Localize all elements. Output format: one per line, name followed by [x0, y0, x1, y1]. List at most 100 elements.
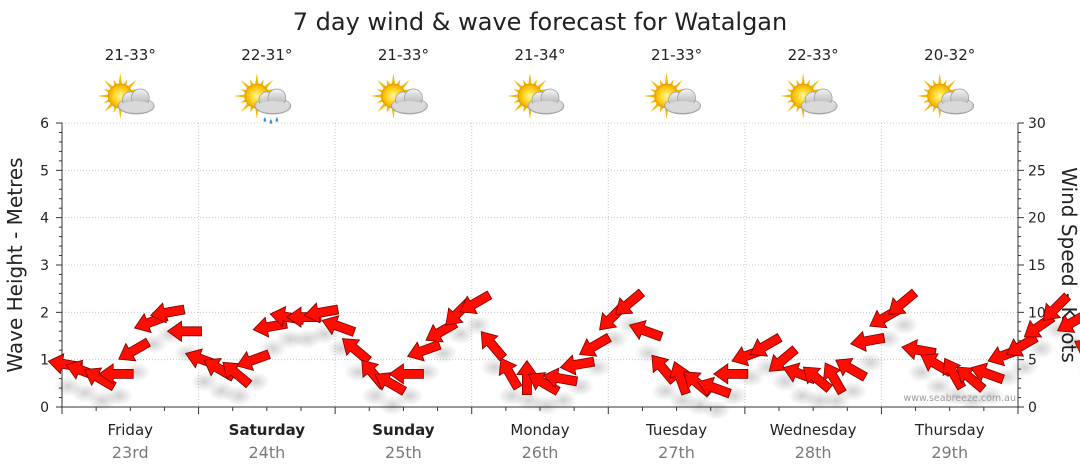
y-left-tick-label: 1 [40, 353, 49, 369]
day-date-label: 27th [658, 443, 695, 462]
day-name-label: Saturday [229, 421, 306, 439]
y-right-tick-label: 10 [1028, 305, 1046, 321]
sun-ray [650, 79, 661, 90]
y-right-tick-label: 0 [1028, 400, 1037, 416]
cloud-fill [256, 101, 289, 113]
day-name-label: Tuesday [645, 421, 707, 439]
day-temperature: 21-33° [651, 46, 702, 64]
day-date-label: 28th [795, 443, 832, 462]
wind-arrow-shadow [702, 400, 731, 421]
wind-arrow [628, 319, 664, 342]
wind-arrow [459, 290, 493, 315]
sun-ray [801, 73, 805, 86]
day-date-label: 26th [522, 443, 559, 462]
y-left-tick-label: 5 [40, 163, 49, 179]
day-name-label: Monday [510, 421, 569, 439]
sun-ray [97, 94, 110, 98]
cloud [664, 88, 701, 115]
wind-arrow [970, 362, 1005, 385]
cloud [117, 88, 155, 115]
sun-cloud-icon [97, 73, 155, 119]
y-left-axis-label: Wave Height - Metres [3, 157, 27, 372]
sun-ray [377, 102, 388, 113]
cloud [527, 88, 565, 115]
wind-arrow-shadow [549, 390, 578, 411]
sun-ray [370, 94, 383, 98]
day-name-label: Thursday [914, 421, 985, 439]
sun-ray [780, 94, 793, 98]
sun-ray [536, 79, 547, 90]
wind-arrow-shadow [224, 385, 253, 406]
wind-arrow-shadow [463, 314, 492, 335]
wind-arrow [236, 349, 271, 372]
wind-arrow [1042, 292, 1072, 321]
sun-ray [786, 102, 797, 113]
day-name-label: Sunday [372, 421, 435, 439]
wind-arrow [516, 359, 538, 396]
sun-ray [946, 79, 957, 90]
wind-arrow [222, 361, 253, 389]
grid-lines [62, 122, 1018, 407]
cloud [254, 88, 292, 115]
wind-arrow [341, 338, 372, 365]
sun-ray [528, 73, 532, 86]
wind-arrow [559, 354, 596, 376]
cloud-fill [120, 101, 153, 113]
wind-arrow-shadow [856, 352, 885, 373]
cloud-fill [393, 101, 426, 113]
day-temperature: 22-31° [241, 46, 292, 64]
wind-arrow [956, 366, 987, 393]
wind-arrow-shadow [839, 381, 868, 402]
day-name-label: Wednesday [770, 421, 857, 439]
wind-arrow [823, 362, 847, 396]
wind-arrow [374, 372, 408, 396]
wind-arrow-shadow [975, 385, 1004, 406]
sun-cloud-icon [916, 73, 975, 119]
sun-cloud-icon [370, 73, 428, 119]
sun-cloud-icon [507, 73, 565, 119]
sun-ray [664, 73, 669, 86]
day-temperature: 22-33° [788, 46, 839, 64]
sun-cloud-icon [643, 73, 701, 119]
x-axis-day-labels: Friday 23rd Saturday 24th Sunday 25th Monday 26… [108, 421, 985, 462]
wind-arrow [527, 372, 561, 396]
sun-ray [399, 79, 410, 90]
wind-arrow [802, 366, 833, 393]
wind-arrow [98, 363, 134, 385]
wind-arrow [669, 361, 691, 396]
cloud-fill [939, 101, 972, 113]
sun-ray [240, 102, 251, 113]
sun-ray [643, 94, 656, 98]
day-temperature: 21-33° [105, 46, 156, 64]
wind-arrow [713, 363, 749, 385]
cloud-fill [803, 101, 836, 113]
y-right-tick-label: 15 [1028, 258, 1046, 274]
wind-arrow [166, 320, 202, 343]
sun-cloud-icon [780, 73, 838, 119]
day-name-label: Friday [108, 421, 154, 439]
wind-arrow [149, 302, 186, 324]
wind-arrow [888, 288, 919, 315]
wind-arrow-shadow [105, 385, 134, 406]
sun-ray [809, 79, 820, 90]
wind-arrow [835, 357, 868, 382]
chart-title: 7 day wind & wave forecast for Watalgan [293, 8, 787, 36]
wind-arrow-shadow [1061, 333, 1080, 354]
wind-arrow [579, 333, 612, 357]
cloud-fill [530, 101, 562, 113]
y-right-tick-label: 20 [1028, 211, 1046, 227]
sun-ray [513, 79, 524, 90]
rain-drop [275, 117, 279, 122]
y-left-tick-label: 0 [40, 400, 49, 416]
wind-arrow [321, 315, 357, 337]
wind-arrow [749, 333, 783, 357]
y-right-tick-label: 25 [1028, 163, 1046, 179]
wind-arrow [406, 339, 442, 362]
day-forecast-headers: 21-33° 22-31° 21-33° 21-34° 21-33° 22-33° 20-3… [97, 46, 975, 124]
rain-drop [269, 119, 273, 124]
wind-arrow [388, 363, 424, 385]
sun-ray [103, 79, 114, 90]
sun-ray [672, 79, 683, 90]
sun-ray [916, 94, 929, 98]
